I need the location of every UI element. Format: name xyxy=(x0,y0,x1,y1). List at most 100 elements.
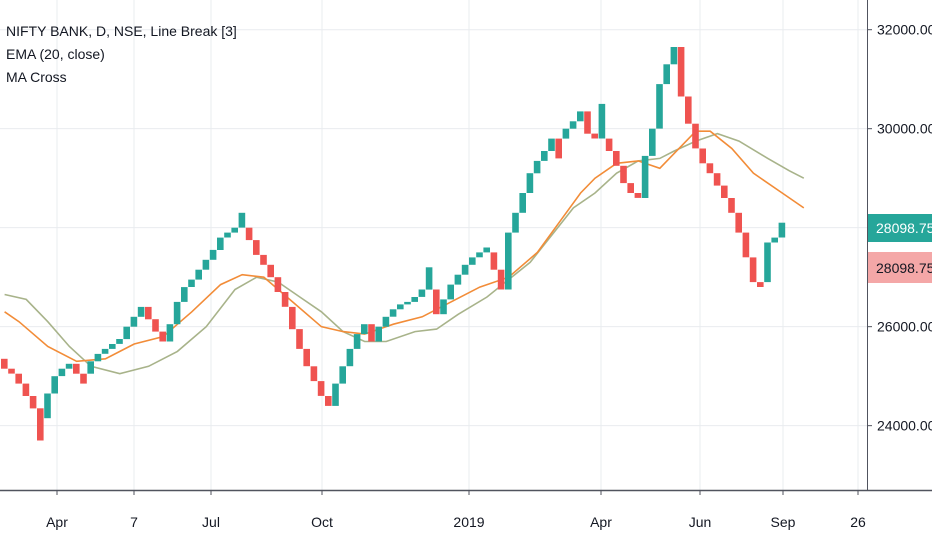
time-tick-label-0: Apr xyxy=(46,514,68,530)
brick-1 xyxy=(8,368,15,374)
brick-43 xyxy=(310,366,318,382)
brick-61 xyxy=(440,299,447,315)
brick-84 xyxy=(605,138,613,151)
brick-107 xyxy=(771,237,778,243)
brick-95 xyxy=(685,96,692,124)
brick-91 xyxy=(656,84,663,129)
brick-2 xyxy=(15,373,22,384)
legend-symbol[interactable]: NIFTY BANK, D, NSE, Line Break [3] xyxy=(6,23,237,39)
brick-7 xyxy=(51,376,58,394)
time-tick-label-1: 7 xyxy=(130,514,138,530)
brick-80 xyxy=(577,111,584,122)
brick-8 xyxy=(58,368,66,377)
time-axis[interactable]: Apr 7 Jul Oct 2019 Apr Jun Sep 26 xyxy=(46,490,866,530)
brick-5 xyxy=(37,408,44,441)
price-tick-label-4: 32000.00 xyxy=(877,22,932,38)
brick-12 xyxy=(87,361,94,374)
brick-51 xyxy=(368,324,375,342)
brick-86 xyxy=(620,165,627,184)
brick-104 xyxy=(749,257,757,283)
brick-49 xyxy=(353,334,361,349)
prev-price-badge xyxy=(868,252,932,283)
brick-89 xyxy=(641,155,649,198)
brick-75 xyxy=(541,151,548,161)
brick-16 xyxy=(116,339,123,344)
brick-34 xyxy=(245,227,253,241)
brick-62 xyxy=(447,284,454,300)
last-price-markers: 28098.75 28098.75 xyxy=(868,214,932,283)
brick-67 xyxy=(483,247,490,253)
grid xyxy=(0,0,867,490)
brick-65 xyxy=(469,257,476,265)
brick-85 xyxy=(613,151,620,166)
brick-19 xyxy=(137,306,145,317)
brick-35 xyxy=(253,240,260,255)
brick-11 xyxy=(80,373,87,384)
brick-20 xyxy=(145,306,152,320)
brick-82 xyxy=(591,133,598,139)
time-tick-label-5: Apr xyxy=(590,514,612,530)
brick-108 xyxy=(778,222,786,238)
brick-81 xyxy=(584,111,591,134)
brick-100 xyxy=(721,185,728,198)
brick-9 xyxy=(65,363,73,369)
axes xyxy=(0,0,932,492)
brick-106 xyxy=(764,242,771,283)
brick-6 xyxy=(44,393,51,419)
brick-0 xyxy=(1,358,8,369)
brick-98 xyxy=(706,163,714,174)
brick-29 xyxy=(209,249,217,260)
price-tick-label-3: 30000.00 xyxy=(877,121,932,137)
brick-59 xyxy=(425,267,433,290)
brick-53 xyxy=(382,316,390,327)
brick-97 xyxy=(699,148,706,164)
brick-32 xyxy=(231,227,238,233)
brick-101 xyxy=(728,198,735,213)
brick-83 xyxy=(598,103,606,139)
brick-72 xyxy=(519,193,526,213)
brick-46 xyxy=(332,383,339,406)
legend-ema[interactable]: EMA (20, close) xyxy=(6,46,105,62)
brick-17 xyxy=(123,326,130,340)
brick-63 xyxy=(454,274,462,285)
brick-45 xyxy=(325,396,332,406)
brick-87 xyxy=(627,183,634,193)
time-tick-label-3: Oct xyxy=(311,514,333,530)
brick-79 xyxy=(569,121,577,129)
brick-102 xyxy=(735,212,742,233)
brick-10 xyxy=(73,363,80,374)
brick-99 xyxy=(713,173,721,186)
brick-42 xyxy=(303,348,310,367)
brick-30 xyxy=(217,237,224,250)
brick-54 xyxy=(389,309,397,317)
brick-76 xyxy=(548,138,555,151)
line-break-bricks xyxy=(1,47,786,441)
brick-52 xyxy=(375,326,382,342)
brick-41 xyxy=(296,329,303,349)
brick-57 xyxy=(411,297,418,302)
time-tick-label-2: Jul xyxy=(202,514,220,530)
brick-47 xyxy=(339,366,346,384)
brick-25 xyxy=(181,287,188,302)
brick-40 xyxy=(289,306,296,330)
price-tick-label-0: 24000.00 xyxy=(877,418,932,434)
prev-price-label: 28098.75 xyxy=(876,260,932,276)
brick-44 xyxy=(317,381,325,396)
brick-68 xyxy=(490,252,498,270)
brick-13 xyxy=(94,353,102,362)
brick-14 xyxy=(101,348,109,354)
brick-71 xyxy=(512,212,519,233)
brick-90 xyxy=(649,128,656,156)
brick-28 xyxy=(202,259,210,270)
brick-3 xyxy=(22,383,30,396)
legend-ma-cross[interactable]: MA Cross xyxy=(6,69,67,85)
brick-94 xyxy=(677,47,685,97)
brick-73 xyxy=(526,173,534,193)
brick-56 xyxy=(404,301,411,305)
brick-88 xyxy=(634,193,642,198)
time-tick-label-4: 2019 xyxy=(453,514,484,530)
brick-38 xyxy=(274,277,282,292)
brick-26 xyxy=(188,279,195,287)
legend: NIFTY BANK, D, NSE, Line Break [3] EMA (… xyxy=(6,20,237,89)
